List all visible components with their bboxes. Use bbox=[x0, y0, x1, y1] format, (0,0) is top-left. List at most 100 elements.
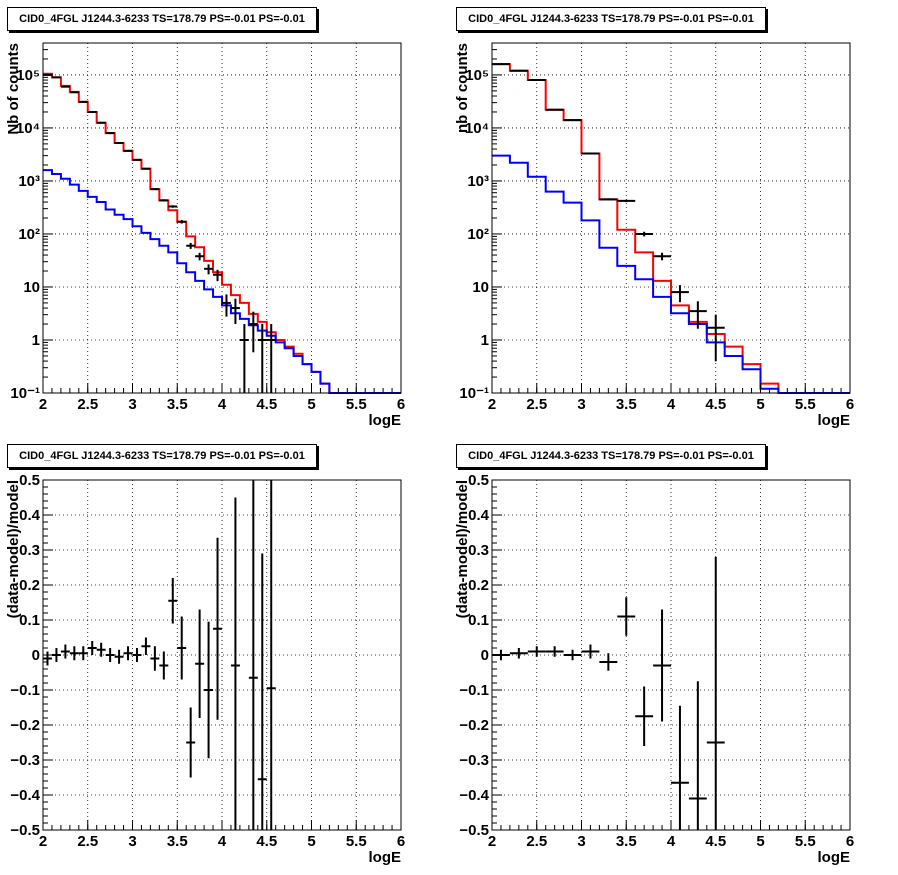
data-point bbox=[213, 537, 222, 720]
series-model-total bbox=[43, 72, 401, 394]
data-point bbox=[177, 220, 187, 224]
y-tick-label: 0.2 bbox=[468, 577, 489, 594]
data-point bbox=[168, 578, 178, 624]
y-tick-label: 0.1 bbox=[468, 612, 489, 629]
data-point bbox=[69, 646, 79, 661]
data-point bbox=[96, 642, 106, 657]
data-point bbox=[123, 646, 133, 661]
chart-top-left: 2 2.5 3 3.5 4 4.5 5 5.5 6 10⁻¹ 1 10 10² 10³ 10⁴ 10⁵ logE… bbox=[5, 42, 405, 429]
data-point bbox=[617, 199, 636, 203]
y-axis-label: Nb of counts bbox=[5, 43, 22, 135]
data-point bbox=[266, 324, 276, 393]
x-axis-label: logE bbox=[818, 849, 851, 866]
data-point bbox=[581, 644, 600, 659]
x-tick-label: 3.5 bbox=[167, 396, 188, 413]
x-tick-label: 5.5 bbox=[346, 833, 367, 850]
y-tick-label: 10 bbox=[472, 279, 489, 296]
data-point bbox=[204, 621, 214, 759]
data-point bbox=[150, 646, 160, 671]
y-tick-label: −0.5 bbox=[459, 822, 489, 839]
x-tick-label: 4.5 bbox=[705, 396, 726, 413]
y-tick-label: 10⁻¹ bbox=[459, 385, 489, 402]
series-data bbox=[43, 73, 276, 393]
chart-bottom-right: 2 2.5 3 3.5 4 4.5 5 5.5 6 −0.5 −0.4 −0.3 −0.2 −0.1 0 0.… bbox=[454, 472, 854, 866]
y-tick-label: 10³ bbox=[467, 173, 489, 190]
x-tick-label: 4.5 bbox=[705, 833, 726, 850]
grid-bottom-right bbox=[492, 480, 850, 830]
x-tick-label: 5.5 bbox=[346, 396, 367, 413]
x-tick-label: 4 bbox=[667, 833, 676, 850]
y-tick-label: 10² bbox=[467, 226, 489, 243]
x-tick-label: 4.5 bbox=[256, 396, 277, 413]
y-axis-label: nb of counts bbox=[454, 43, 471, 133]
x-tick-label: 5.5 bbox=[795, 396, 816, 413]
data-point bbox=[653, 609, 671, 722]
x-tick-label: 6 bbox=[397, 833, 405, 850]
data-point bbox=[168, 205, 178, 208]
data-point bbox=[141, 167, 151, 170]
y-tick-label: 0 bbox=[32, 647, 40, 664]
x-tick-label: 3.5 bbox=[616, 396, 637, 413]
x-tick-label: 3.5 bbox=[616, 833, 637, 850]
data-point bbox=[123, 149, 133, 152]
chart-bottom-left: 2 2.5 3 3.5 4 4.5 5 5.5 6 −0.5 −0.4 −0.3 −0.2 −0.1 0 0.… bbox=[5, 472, 405, 866]
series-residuals bbox=[43, 480, 276, 830]
data-point bbox=[688, 681, 707, 830]
data-point bbox=[230, 298, 240, 325]
x-tick-label: 4 bbox=[218, 396, 227, 413]
data-point bbox=[653, 252, 671, 261]
y-tick-label: 10² bbox=[18, 226, 40, 243]
chart-title-bottom-left: CID0_4FGL J1244.3-6233 TS=178.79 PS=-0.0… bbox=[7, 444, 317, 468]
y-tick-label: 10⁴ bbox=[465, 120, 489, 137]
data-point bbox=[105, 132, 115, 135]
y-tick-label: 0.5 bbox=[468, 472, 489, 489]
data-point bbox=[563, 649, 582, 661]
data-point bbox=[545, 646, 564, 657]
series-residuals bbox=[492, 557, 725, 830]
y-tick-label: 0.2 bbox=[19, 577, 40, 594]
y-tick-label: −0.1 bbox=[10, 682, 40, 699]
x-tick-label: 2 bbox=[39, 833, 47, 850]
x-tick-label: 5 bbox=[756, 833, 764, 850]
y-axis-label: (data-model)/model bbox=[454, 480, 471, 618]
y-tick-label: −0.1 bbox=[459, 682, 489, 699]
x-tick-label: 2.5 bbox=[77, 396, 98, 413]
data-point bbox=[114, 649, 124, 664]
data-point bbox=[706, 314, 725, 362]
y-tick-label: −0.4 bbox=[459, 787, 489, 804]
y-tick-label: 0.1 bbox=[19, 612, 40, 629]
data-point bbox=[239, 324, 249, 393]
data-point bbox=[248, 480, 258, 830]
y-tick-label: 1 bbox=[481, 332, 489, 349]
x-tick-label: 2.5 bbox=[77, 833, 98, 850]
data-point bbox=[599, 198, 618, 201]
x-tick-label: 3 bbox=[577, 396, 585, 413]
x-axis-label: logE bbox=[818, 412, 851, 429]
data-point bbox=[159, 651, 169, 680]
data-point bbox=[51, 648, 61, 662]
y-tick-label: 0.4 bbox=[19, 507, 41, 524]
data-point bbox=[257, 324, 267, 393]
data-point bbox=[204, 264, 214, 275]
chart-title-top-right: CID0_4FGL J1244.3-6233 TS=178.79 PS=-0.0… bbox=[456, 7, 766, 31]
data-point bbox=[186, 242, 196, 249]
x-tick-label: 2.5 bbox=[526, 396, 547, 413]
data-point bbox=[635, 686, 654, 746]
data-point bbox=[222, 294, 231, 317]
x-axis-label: logE bbox=[369, 412, 402, 429]
y-axis-label: (data-model)/model bbox=[5, 480, 22, 618]
data-point bbox=[141, 637, 151, 655]
data-point bbox=[230, 497, 240, 830]
data-point bbox=[177, 616, 187, 680]
y-tick-label: 10⁻¹ bbox=[10, 385, 40, 402]
step-line-model-total bbox=[43, 72, 401, 394]
x-tick-label: 4 bbox=[218, 833, 227, 850]
y-tick-label: −0.4 bbox=[10, 787, 40, 804]
chart-title-top-left: CID0_4FGL J1244.3-6233 TS=178.79 PS=-0.0… bbox=[7, 7, 317, 31]
data-point bbox=[43, 651, 52, 666]
y-tick-label: −0.2 bbox=[459, 717, 489, 734]
x-tick-label: 4.5 bbox=[256, 833, 277, 850]
grid-bottom-left bbox=[43, 480, 401, 830]
grid-top-left bbox=[43, 43, 401, 393]
